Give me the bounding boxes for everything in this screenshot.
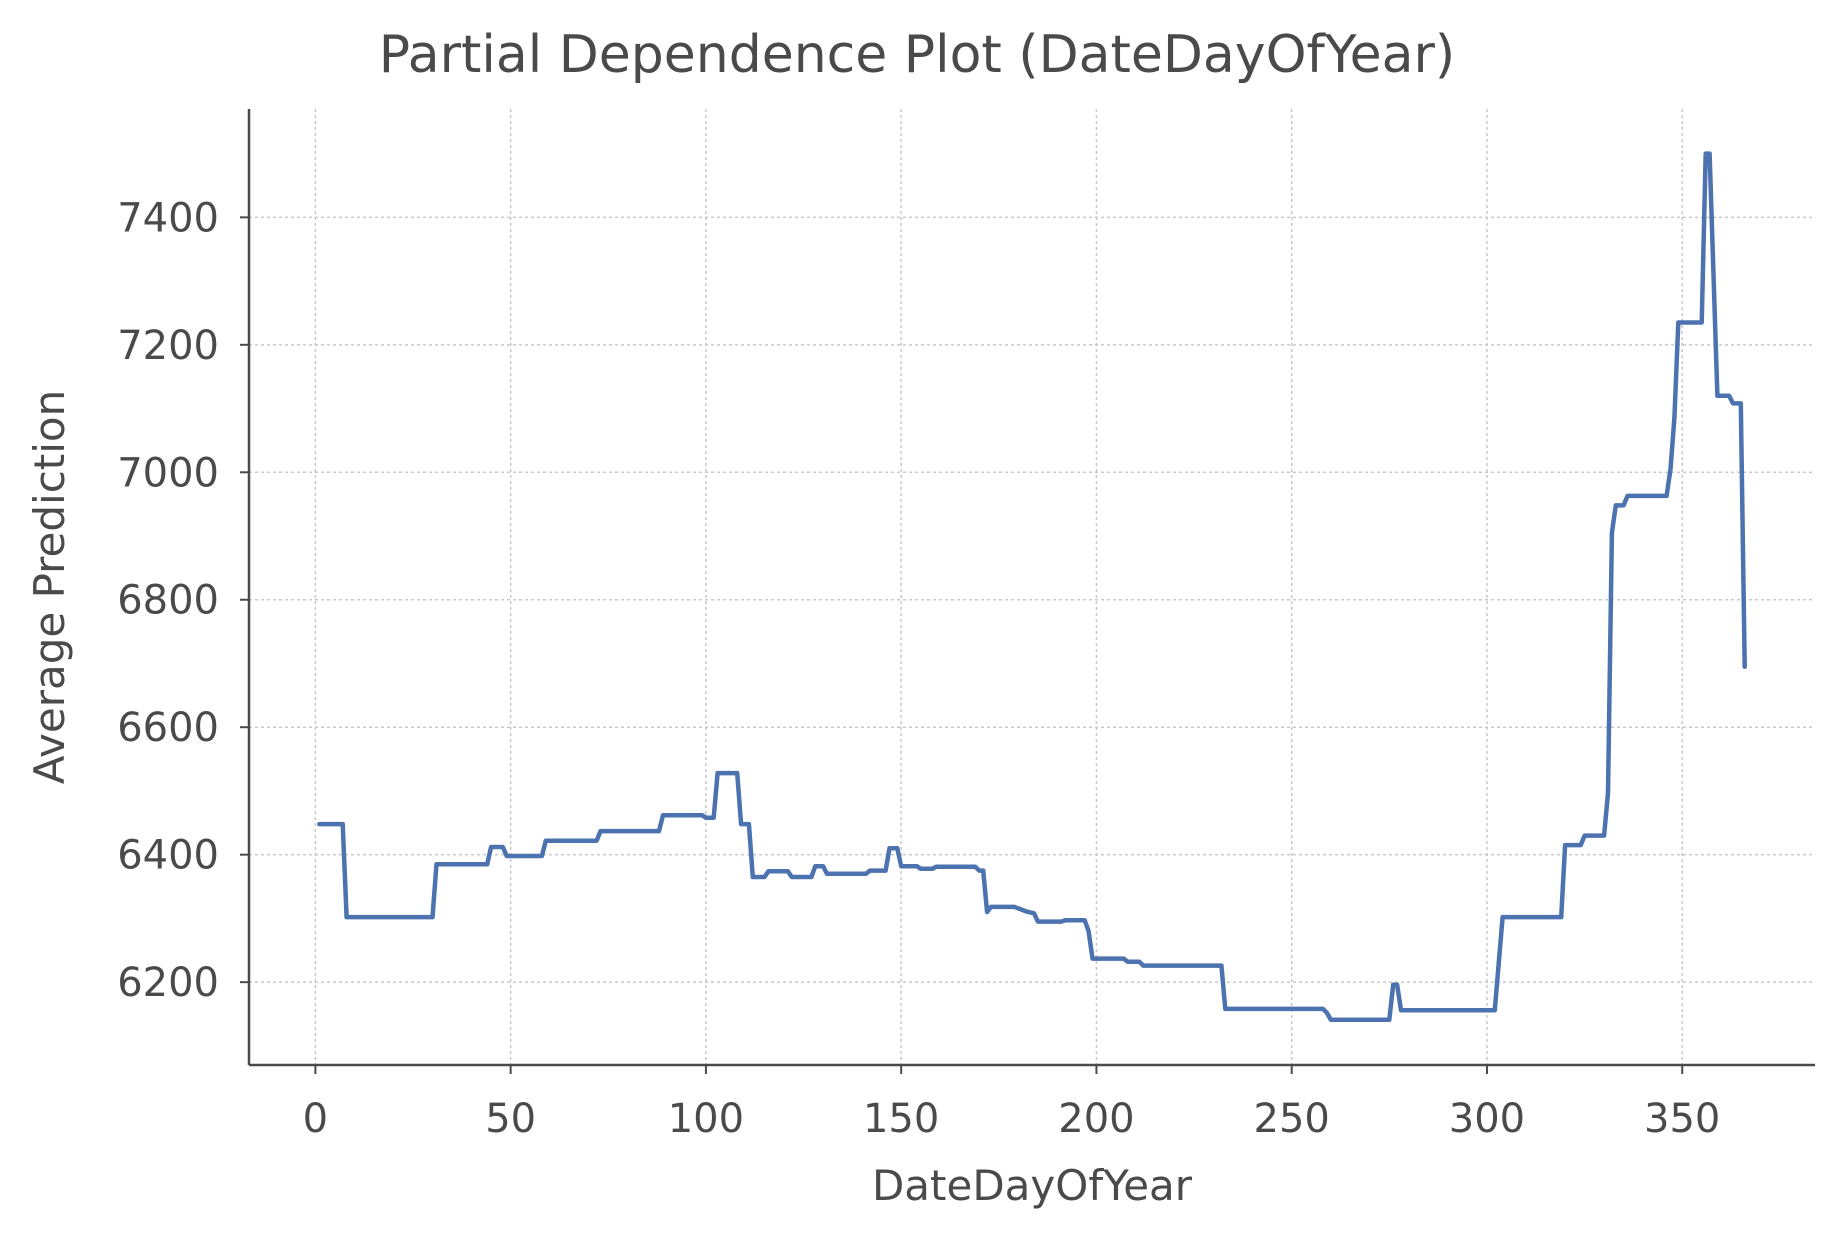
y-tick-label: 6400 bbox=[117, 833, 219, 879]
grid-lines bbox=[249, 109, 1815, 1065]
y-axis-label: Average Prediction bbox=[25, 390, 74, 784]
x-tick-label: 300 bbox=[1449, 1096, 1525, 1142]
series-line bbox=[317, 151, 1747, 1022]
y-tick-label: 7200 bbox=[117, 323, 219, 369]
y-tick-label: 6200 bbox=[117, 960, 219, 1006]
x-tick-label: 200 bbox=[1058, 1096, 1134, 1142]
x-tick-label: 50 bbox=[485, 1096, 536, 1142]
y-tick-label: 7000 bbox=[117, 450, 219, 496]
y-tick-label: 7400 bbox=[117, 195, 219, 241]
y-tick-label: 6600 bbox=[117, 705, 219, 751]
x-tick-label: 150 bbox=[863, 1096, 939, 1142]
x-axis-label: DateDayOfYear bbox=[872, 1161, 1193, 1210]
y-tick-label: 6800 bbox=[117, 578, 219, 624]
x-tick-label: 250 bbox=[1254, 1096, 1330, 1142]
axis-ticks: 0 50 100 150 200 250 300 350 6200 6400 6600 6800 700… bbox=[117, 195, 1720, 1142]
x-tick-label: 100 bbox=[668, 1096, 744, 1142]
chart-title: Partial Dependence Plot (DateDayOfYear) bbox=[379, 25, 1455, 85]
x-tick-label: 350 bbox=[1644, 1096, 1720, 1142]
x-tick-label: 0 bbox=[303, 1096, 328, 1142]
